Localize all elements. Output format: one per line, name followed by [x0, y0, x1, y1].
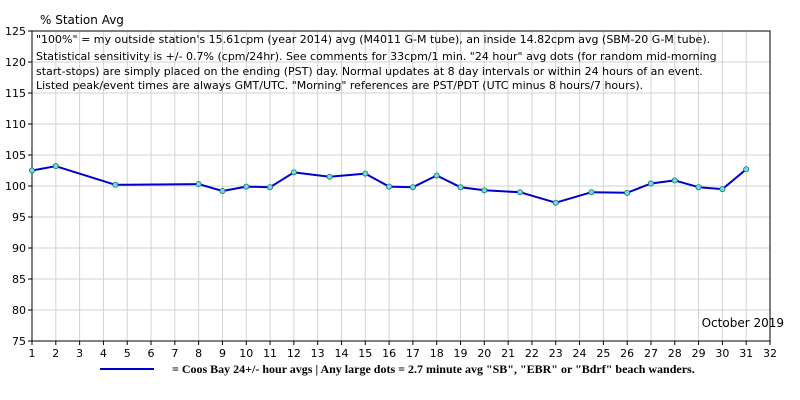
x-tick-label: 18	[430, 347, 444, 360]
x-tick-label: 31	[739, 347, 753, 360]
x-tick-label: 4	[100, 347, 107, 360]
x-tick-label: 2	[52, 347, 59, 360]
data-point	[433, 172, 440, 179]
data-point	[112, 181, 119, 188]
annotation-line: Statistical sensitivity is +/- 0.7% (cpm…	[36, 50, 717, 63]
data-point	[624, 189, 631, 196]
x-tick-label: 17	[406, 347, 420, 360]
data-point	[243, 183, 250, 190]
annotation-text: "100%" = my outside station's 15.61cpm (…	[36, 33, 717, 92]
x-tick-label: 20	[477, 347, 491, 360]
data-point	[517, 189, 524, 196]
x-tick-label: 28	[668, 347, 682, 360]
y-tick-label: 110	[5, 118, 26, 131]
data-point	[386, 183, 393, 190]
x-tick-label: 26	[620, 347, 634, 360]
data-point	[695, 184, 702, 191]
data-point	[28, 167, 35, 174]
data-point	[552, 199, 559, 206]
data-point	[743, 166, 750, 173]
x-tick-label: 5	[124, 347, 131, 360]
y-tick-label: 85	[12, 273, 26, 286]
x-tick-label: 3	[76, 347, 83, 360]
x-tick-label: 16	[382, 347, 396, 360]
x-tick-label: 30	[715, 347, 729, 360]
x-tick-label: 23	[549, 347, 563, 360]
data-point	[457, 184, 464, 191]
x-axis-labels: 1 2 3 4 5 6 7 8 9 10 11 12 13 14 15 16 17 18 19 20 21 22 23 24 2…	[29, 347, 778, 360]
data-point	[195, 181, 202, 188]
y-tick-label: 125	[5, 25, 26, 38]
x-tick-label: 25	[596, 347, 610, 360]
data-point	[671, 177, 678, 184]
y-tick-label: 75	[12, 335, 26, 348]
data-point	[362, 170, 369, 177]
annotation-line: start-stops) are simply placed on the en…	[36, 65, 703, 78]
data-point	[52, 163, 59, 170]
x-tick-label: 10	[239, 347, 253, 360]
y-tick-label: 95	[12, 211, 26, 224]
y-tick-label: 115	[5, 87, 26, 100]
y-tick-label: 105	[5, 149, 26, 162]
x-tick-label: 8	[195, 347, 202, 360]
x-tick-label: 11	[263, 347, 277, 360]
x-tick-label: 9	[219, 347, 226, 360]
data-point	[647, 180, 654, 187]
data-point	[326, 173, 333, 180]
data-point	[588, 189, 595, 196]
x-tick-label: 21	[501, 347, 515, 360]
grid-lines	[32, 31, 770, 341]
annotation-line: "100%" = my outside station's 15.61cpm (…	[36, 33, 710, 46]
data-point	[290, 169, 297, 176]
x-tick-label: 27	[644, 347, 658, 360]
y-axis-labels: 75 80 85 90 95 100 105 110 115 120 125	[5, 25, 26, 348]
series-line	[31, 165, 747, 204]
data-point	[481, 187, 488, 194]
x-tick-label: 32	[763, 347, 777, 360]
data-point	[267, 184, 274, 191]
x-tick-label: 1	[29, 347, 36, 360]
y-tick-label: 100	[5, 180, 26, 193]
y-tick-label: 80	[12, 304, 26, 317]
x-tick-label: 6	[148, 347, 155, 360]
data-point	[409, 184, 416, 191]
data-point	[719, 186, 726, 193]
y-axis-title: % Station Avg	[40, 13, 124, 27]
y-tick-label: 90	[12, 242, 26, 255]
x-tick-label: 14	[334, 347, 348, 360]
x-tick-label: 22	[525, 347, 539, 360]
legend-label: = Coos Bay 24+/- hour avgs | Any large d…	[172, 362, 695, 376]
axis-ticks	[28, 30, 771, 345]
period-label: October 2019	[702, 316, 784, 330]
annotation-line: Listed peak/event times are always GMT/U…	[36, 79, 643, 92]
x-tick-label: 15	[358, 347, 372, 360]
y-tick-label: 120	[5, 56, 26, 69]
data-point	[219, 187, 226, 194]
x-tick-label: 29	[692, 347, 706, 360]
x-tick-label: 12	[287, 347, 301, 360]
x-tick-label: 7	[171, 347, 178, 360]
x-tick-label: 19	[454, 347, 468, 360]
x-tick-label: 13	[311, 347, 325, 360]
x-tick-label: 24	[573, 347, 587, 360]
series-layer	[28, 163, 750, 206]
